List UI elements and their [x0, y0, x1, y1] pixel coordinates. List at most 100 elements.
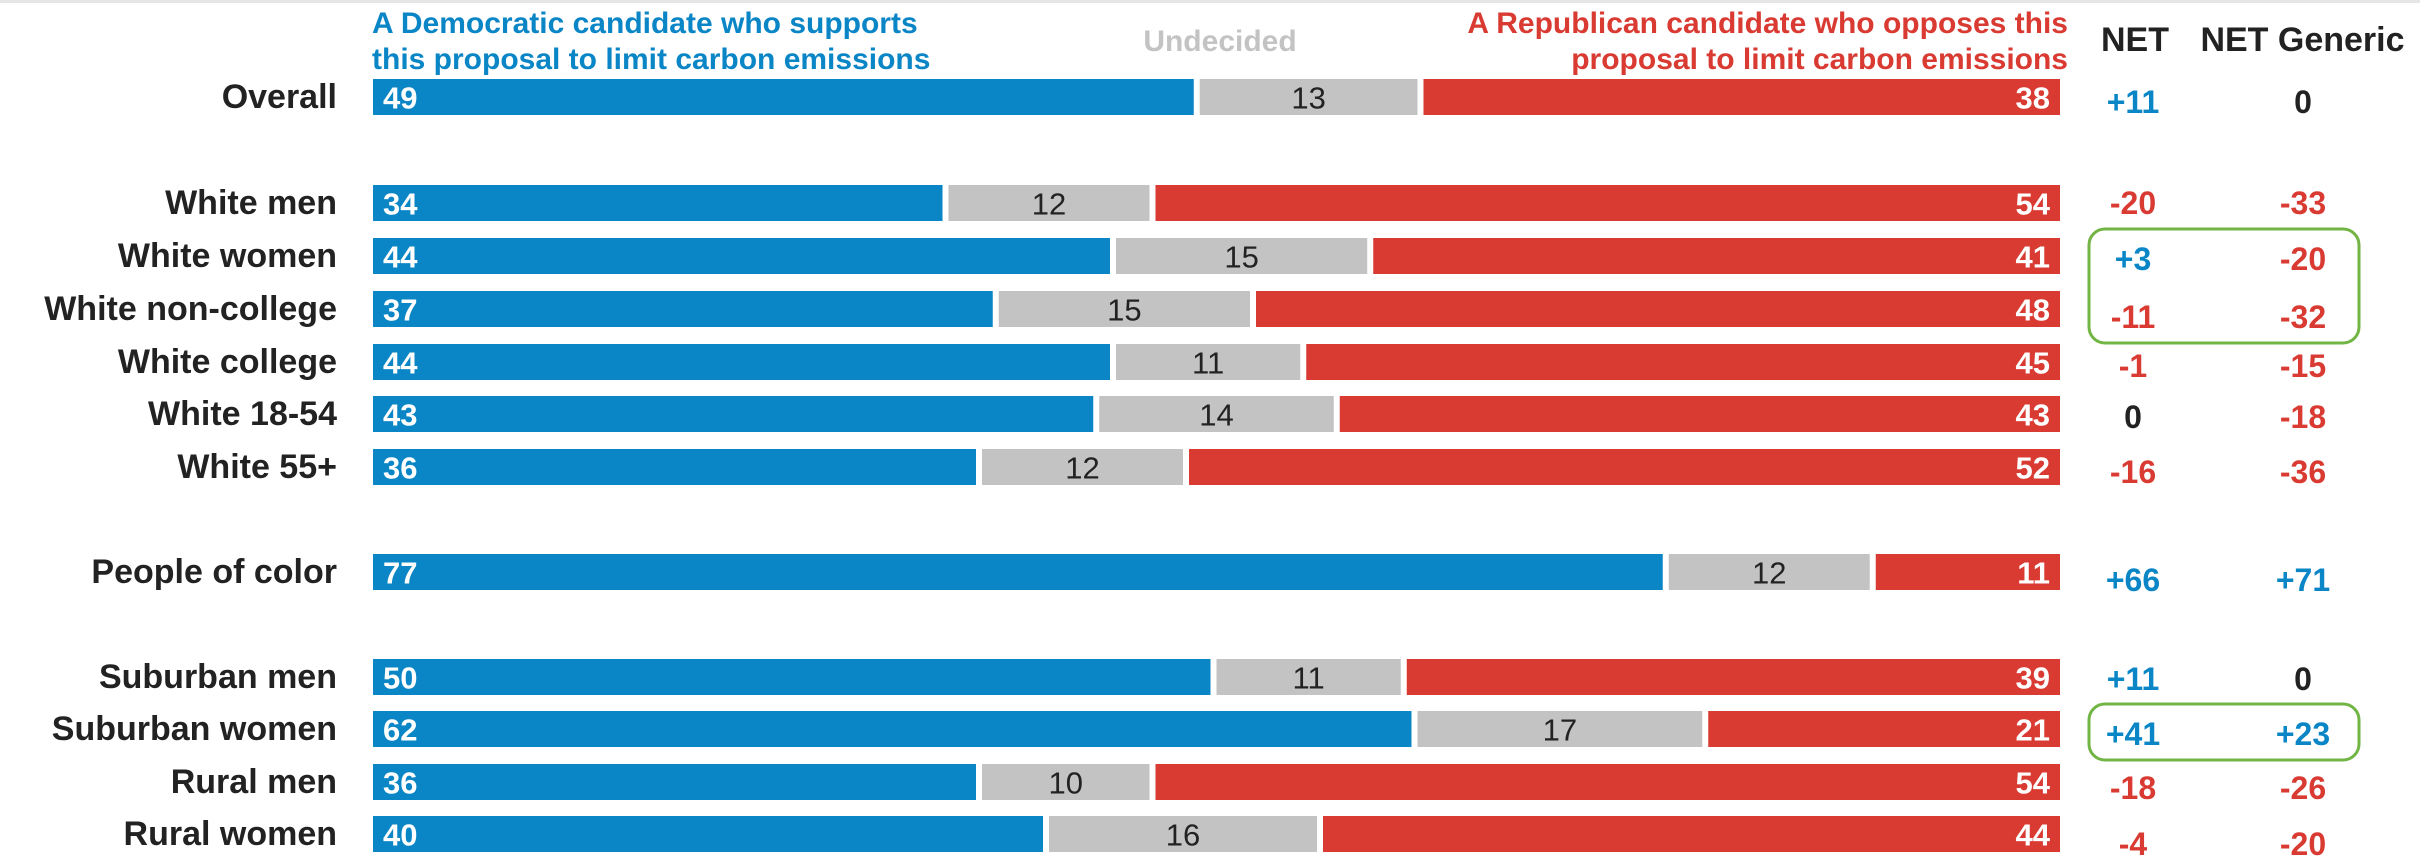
- rep-bar: [1256, 291, 2060, 327]
- undecided-value-label: 15: [1107, 293, 1141, 328]
- dem-value-label: 50: [383, 661, 417, 696]
- net-generic-value: -33: [2280, 185, 2326, 221]
- rep-bar: [1423, 79, 2060, 115]
- net-value: 0: [2124, 399, 2142, 435]
- dem-value-label: 44: [383, 240, 418, 275]
- dem-value-label: 34: [383, 187, 418, 222]
- dem-value-label: 43: [383, 398, 417, 433]
- rep-bar: [1155, 764, 2060, 800]
- undecided-bar: [1116, 344, 1301, 380]
- undecided-bar: [948, 185, 1150, 221]
- net-value: +11: [2107, 84, 2160, 120]
- dem-value-label: 62: [383, 713, 417, 748]
- undecided-header: Undecided: [1143, 25, 1297, 58]
- undecided-bar: [1216, 659, 1401, 695]
- dem-value-label: 37: [383, 293, 417, 328]
- net-value: +3: [2115, 241, 2151, 277]
- net-generic-value: -36: [2280, 454, 2326, 490]
- net-generic-value: -18: [2280, 399, 2326, 435]
- net-value: +41: [2106, 716, 2160, 752]
- top-divider: [0, 0, 2420, 3]
- net-generic-value: -26: [2280, 770, 2326, 806]
- dem-bar: [373, 396, 1094, 432]
- undecided-bar: [1049, 816, 1317, 852]
- rep-header-line1: A Republican candidate who opposes this: [1467, 7, 2068, 40]
- net-value: -20: [2110, 185, 2156, 221]
- undecided-value-label: 12: [1752, 556, 1786, 591]
- rep-value-label: 48: [2016, 293, 2050, 328]
- row-label: White men: [165, 184, 337, 222]
- row-label: Suburban women: [52, 710, 337, 748]
- net-generic-value: +71: [2276, 562, 2330, 598]
- dem-bar: [373, 764, 976, 800]
- undecided-value-label: 13: [1291, 81, 1325, 116]
- undecided-value-label: 17: [1543, 713, 1577, 748]
- dem-bar: [373, 554, 1663, 590]
- rep-value-label: 41: [2016, 240, 2050, 275]
- rep-value-label: 43: [2016, 398, 2050, 433]
- undecided-value-label: 12: [1065, 451, 1099, 486]
- rep-value-label: 44: [2016, 818, 2051, 853]
- undecided-value-label: 12: [1032, 187, 1066, 222]
- net-generic-value: -20: [2280, 241, 2326, 277]
- net-generic-value: -20: [2280, 826, 2326, 858]
- dem-value-label: 44: [383, 346, 418, 381]
- dem-bar: [373, 79, 1194, 115]
- row-label: White 55+: [177, 448, 337, 486]
- net-generic-value: -32: [2280, 299, 2326, 335]
- net-generic-value: -15: [2280, 348, 2326, 384]
- dem-value-label: 36: [383, 766, 417, 801]
- undecided-value-label: 11: [1293, 661, 1325, 696]
- rep-bar: [1708, 711, 2060, 747]
- row-label: White women: [118, 237, 337, 275]
- undecided-bar: [982, 449, 1183, 485]
- rep-value-label: 21: [2016, 713, 2050, 748]
- undecided-value-label: 11: [1192, 346, 1224, 381]
- net-generic-value: +23: [2276, 716, 2330, 752]
- rep-value-label: 38: [2016, 81, 2050, 116]
- undecided-bar: [1116, 238, 1368, 274]
- dem-bar: [373, 659, 1211, 695]
- rep-header-line2: proposal to limit carbon emissions: [1571, 43, 2068, 76]
- net-value: -1: [2119, 348, 2147, 384]
- row-label: Overall: [222, 78, 337, 116]
- rep-value-label: 45: [2016, 346, 2050, 381]
- rep-bar: [1189, 449, 2060, 485]
- dem-header-line1: A Democratic candidate who supports: [372, 7, 918, 40]
- net-value: +66: [2106, 562, 2160, 598]
- net-generic-column-header: NET Generic: [2200, 21, 2405, 59]
- highlight-box: [2087, 702, 2361, 762]
- rep-value-label: 39: [2016, 661, 2050, 696]
- rep-bar: [1406, 659, 2060, 695]
- row-label: Suburban men: [99, 658, 337, 696]
- dem-value-label: 77: [383, 556, 417, 591]
- rep-value-label: 54: [2016, 187, 2051, 222]
- dem-value-label: 40: [383, 818, 417, 853]
- undecided-bar: [1199, 79, 1418, 115]
- rep-value-label: 52: [2016, 451, 2050, 486]
- row-label: White college: [118, 343, 337, 381]
- undecided-value-label: 15: [1224, 240, 1258, 275]
- dem-bar: [373, 449, 976, 485]
- net-generic-value: 0: [2294, 661, 2312, 697]
- net-generic-value: 0: [2294, 84, 2312, 120]
- undecided-bar: [1417, 711, 1703, 747]
- net-value: -16: [2110, 454, 2156, 490]
- dem-bar: [373, 711, 1412, 747]
- net-value: -18: [2110, 770, 2156, 806]
- dem-value-label: 49: [383, 81, 417, 116]
- highlight-box: [2087, 227, 2361, 345]
- rep-bar: [1875, 554, 2060, 590]
- row-label: White 18-54: [148, 395, 337, 433]
- row-label: Rural women: [124, 815, 337, 853]
- rep-bar: [1323, 816, 2060, 852]
- undecided-bar: [982, 764, 1150, 800]
- rep-bar: [1155, 185, 2060, 221]
- rep-value-label: 11: [2017, 556, 2050, 591]
- dem-bar: [373, 816, 1043, 852]
- rep-series-header: A Republican candidate who opposes this …: [1380, 6, 2068, 78]
- row-label: White non-college: [44, 290, 337, 328]
- dem-header-line2: this proposal to limit carbon emissions: [372, 43, 931, 76]
- dem-bar: [373, 344, 1110, 380]
